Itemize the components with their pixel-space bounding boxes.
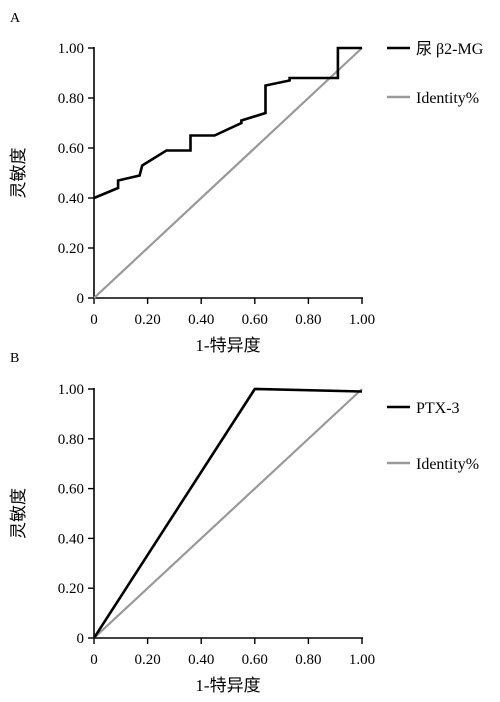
x-tick-label: 0 — [90, 652, 98, 668]
y-axis-title: 灵敏度 — [9, 488, 28, 539]
panel-label: B — [10, 351, 19, 366]
x-tick-label: 0.20 — [134, 312, 160, 328]
legend-label: Identity% — [416, 90, 479, 107]
y-tick-label: 0.80 — [58, 432, 84, 448]
y-tick-label: 0.20 — [58, 241, 84, 257]
y-tick-label: 0 — [77, 291, 85, 307]
identity-line — [93, 388, 363, 639]
y-tick-label: 1.00 — [58, 382, 84, 398]
x-axis-title: 1-特异度 — [195, 336, 260, 355]
panel-label: A — [10, 11, 21, 26]
identity-line — [93, 47, 363, 299]
x-tick-label: 0.40 — [188, 652, 214, 668]
x-tick-label: 0.20 — [134, 652, 160, 668]
legend-label: 尿 β2-MG — [416, 40, 484, 58]
y-axis-title: 灵敏度 — [9, 148, 28, 199]
y-tick-label: 0.60 — [58, 141, 84, 157]
y-tick-label: 0.80 — [58, 91, 84, 107]
roc-curve-line — [93, 46, 362, 200]
x-tick-label: 1.00 — [349, 652, 375, 668]
y-tick-label: 0.40 — [58, 191, 84, 207]
legend-label: Identity% — [416, 456, 479, 473]
roc-curve-line — [92, 387, 363, 639]
y-tick-label: 0.20 — [58, 581, 84, 597]
x-axis-title: 1-特异度 — [195, 676, 260, 695]
y-tick-label: 0.60 — [58, 482, 84, 498]
legend-label: PTX-3 — [416, 400, 460, 417]
y-tick-label: 0.40 — [58, 531, 84, 547]
chart-panel-b: B 0 0.20 0.40 0.60 0.80 1.00 0 0.20 0.40 0.60 0.80 1… — [9, 351, 479, 695]
x-tick-label: 0.60 — [242, 652, 268, 668]
y-tick-label: 1.00 — [58, 41, 84, 57]
x-tick-label: 0.60 — [242, 312, 268, 328]
x-tick-label: 0.80 — [295, 652, 321, 668]
x-tick-label: 0.80 — [295, 312, 321, 328]
x-tick-label: 0.40 — [188, 312, 214, 328]
y-tick-label: 0 — [77, 631, 85, 647]
x-tick-label: 0 — [90, 312, 98, 328]
x-tick-label: 1.00 — [349, 312, 375, 328]
chart-panel-a: A 0 0.20 0.40 0.60 0.80 1.00 0 0.20 0.40 0.60 0.80 1… — [9, 11, 484, 355]
